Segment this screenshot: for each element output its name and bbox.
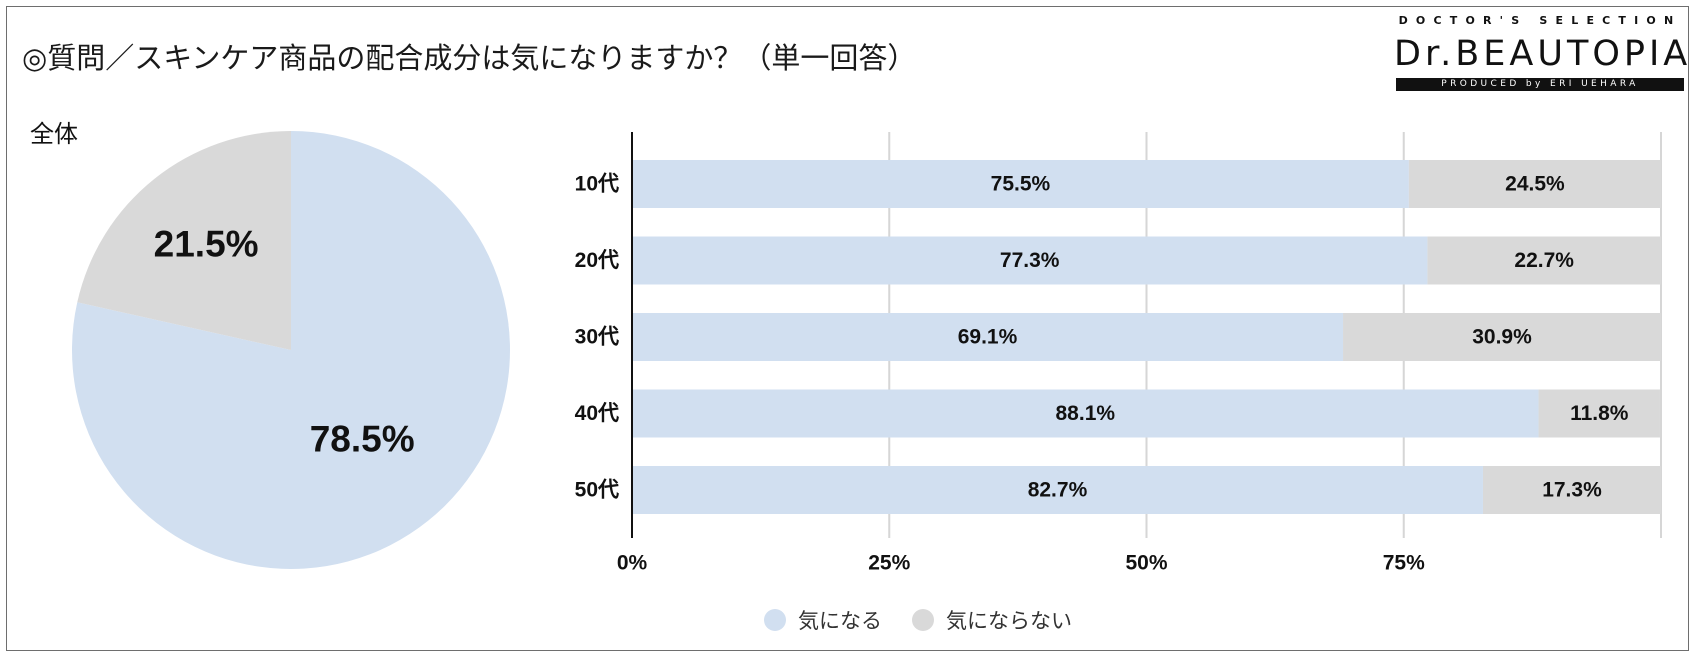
bar-data-label: 82.7% [1028,479,1088,502]
bar-segment [632,160,1409,208]
page-title: ◎質問／スキンケア商品の配合成分は気になりますか？（単一回答） [22,41,917,75]
bar-segment [632,236,1428,285]
bar-segment [632,466,1483,514]
y-category-label: 20代 [575,249,619,272]
bar-segment [1482,466,1661,514]
bar-segment [632,313,1344,361]
legend-swatch-no [912,609,934,631]
bar-data-label: 22.7% [1514,249,1574,272]
bar-data-label: 69.1% [958,326,1018,349]
bar-data-label: 11.8% [1570,402,1629,425]
bar-data-label: 24.5% [1505,173,1565,196]
legend-label-no: 気にならない [946,609,1072,633]
pie-slice [71,131,511,570]
y-category-label: 30代 [575,326,619,349]
bar-segment [632,389,1539,438]
bar-segment [1538,389,1660,438]
y-category-label: 40代 [575,402,619,425]
y-category-label: 10代 [575,173,619,196]
bar-data-label: 30.9% [1472,326,1532,349]
brand-logo: DOCTOR'S SELECTION Dr.BEAUTOPIA PRODUCED… [1394,14,1692,92]
legend-label-yes: 気になる [798,609,882,633]
bar-segment [1427,236,1661,285]
logo-credit: PRODUCED by ERI UEHARA [1396,78,1684,91]
legend-item-yes: 気になる [764,605,882,635]
x-tick-label: 75% [1383,552,1425,575]
legend-swatch-yes [764,609,786,631]
chart-frame [6,6,1689,651]
x-tick-label: 25% [868,552,910,575]
bar-segment [1408,160,1661,208]
bar-data-label: 77.3% [1000,249,1060,272]
logo-wordmark: Dr.BEAUTOPIA [1394,34,1692,74]
bar-data-label: 88.1% [1056,402,1116,425]
bar-segment [1343,313,1661,361]
bar-data-label: 75.5% [991,173,1051,196]
pie-slice [77,131,291,350]
x-tick-label: 50% [1125,552,1167,575]
pie-label: 78.5% [310,418,415,459]
bar-data-label: 17.3% [1542,479,1602,502]
pie-label: 21.5% [154,224,259,265]
legend-item-no: 気にならない [912,605,1072,635]
x-tick-label: 0% [617,552,648,575]
pie-title: 全体 [30,120,78,148]
logo-tagline: DOCTOR'S SELECTION [1398,14,1682,27]
y-category-label: 50代 [575,479,619,502]
chart-legend: 気になる 気にならない [764,606,1102,634]
